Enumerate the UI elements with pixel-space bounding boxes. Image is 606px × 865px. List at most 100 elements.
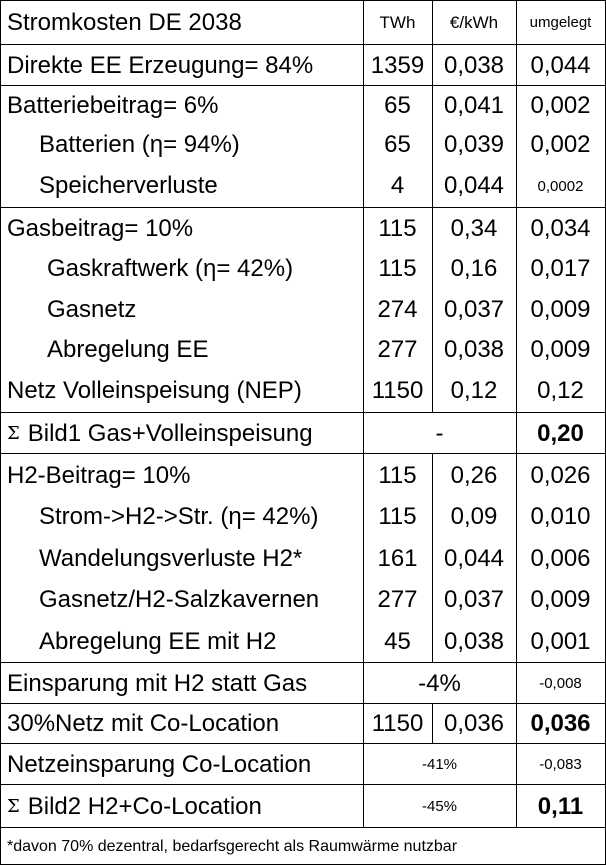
- row-umgelegt: 0,009: [530, 336, 591, 363]
- row-umgelegt: 0,006: [530, 544, 591, 572]
- table-row: Wandelungsverluste H2* 161 0,044 0,006: [1, 538, 605, 579]
- row-label-text: Bild1 Gas+Volleinspeisung: [27, 419, 313, 447]
- row-merged: -4%: [418, 669, 461, 697]
- row-umgelegt: -0,008: [539, 675, 582, 692]
- table-row: Speicherverluste 4 0,044 0,0002: [1, 165, 605, 207]
- row-label: Gasbeitrag= 10%: [7, 215, 194, 242]
- row-umgelegt: 0,11: [537, 792, 584, 820]
- table-row: Einsparung mit H2 statt Gas -4% -0,008: [1, 662, 605, 704]
- table-row: Abregelung EE mit H2 45 0,038 0,001: [1, 621, 605, 662]
- row-umgelegt: 0,002: [530, 131, 591, 158]
- row-label: Netzeinsparung Co-Location: [7, 750, 312, 778]
- row-twh: 65: [384, 92, 411, 119]
- row-eur: 0,12: [450, 377, 498, 404]
- table-row: Batterien (η= 94%) 65 0,039 0,002: [1, 125, 605, 165]
- row-twh: 277: [377, 586, 418, 613]
- row-umgelegt: 0,017: [530, 255, 591, 282]
- row-eur: 0,037: [443, 586, 505, 613]
- row-twh: 115: [378, 215, 417, 242]
- sum-row: Σ Bild1 Gas+Volleinspeisung - 0,20: [1, 412, 605, 454]
- row-umgelegt: 0,001: [530, 627, 591, 655]
- row-umgelegt: 0,036: [530, 710, 591, 737]
- row-twh: 161: [377, 544, 418, 572]
- row-umgelegt: 0,044: [530, 51, 591, 79]
- row-twh: 45: [384, 627, 411, 655]
- row-eur: 0,09: [450, 503, 498, 530]
- row-twh: 115: [378, 503, 417, 530]
- row-label: Gasnetz/H2-Salzkavernen: [39, 586, 320, 613]
- row-umgelegt: 0,010: [530, 503, 591, 530]
- row-umgelegt: 0,009: [530, 586, 591, 613]
- table-row: Netzeinsparung Co-Location -41% -0,083: [1, 743, 605, 785]
- sum-row: Σ Bild2 H2+Co-Location -45% 0,11: [1, 784, 605, 828]
- row-label: 30%Netz mit Co-Location: [7, 710, 280, 737]
- row-eur: 0,039: [443, 131, 505, 158]
- table-row: Gasbeitrag= 10% 115 0,34 0,034: [1, 207, 605, 250]
- row-eur: 0,038: [443, 51, 505, 79]
- table-row: Gaskraftwerk (η= 42%) 115 0,16 0,017: [1, 249, 605, 289]
- row-label: Direkte EE Erzeugung= 84%: [7, 51, 314, 79]
- row-label: Σ Bild2 H2+Co-Location: [1, 785, 363, 828]
- row-label: Einsparung mit H2 statt Gas: [7, 669, 308, 697]
- table-row: 30%Netz mit Co-Location 1150 0,036 0,036: [1, 703, 605, 744]
- row-umgelegt: 0,009: [530, 295, 591, 323]
- row-eur: 0,26: [450, 461, 498, 489]
- row-label: Netz Volleinspeisung (NEP): [7, 377, 302, 404]
- row-twh: 1150: [371, 710, 424, 737]
- table-header: Stromkosten DE 2038 TWh €/kWh umgelegt: [1, 1, 605, 44]
- row-twh: 115: [378, 255, 417, 282]
- row-label: Batteriebeitrag= 6%: [7, 92, 219, 119]
- row-label: Strom->H2->Str. (η= 42%): [39, 503, 319, 530]
- table-title: Stromkosten DE 2038: [7, 8, 242, 36]
- table-row: Gasnetz 274 0,037 0,009: [1, 289, 605, 330]
- row-twh: 4: [390, 172, 405, 199]
- header-umgelegt: umgelegt: [529, 14, 592, 31]
- row-label: H2-Beitrag= 10%: [7, 461, 191, 489]
- table-row: Gasnetz/H2-Salzkavernen 277 0,037 0,009: [1, 579, 605, 621]
- footnote: *davon 70% dezentral, bedarfsgerecht als…: [7, 837, 458, 855]
- row-twh: 115: [378, 461, 417, 489]
- row-twh: 1359: [370, 51, 425, 79]
- row-umgelegt: 0,12: [537, 377, 584, 404]
- row-label: Abregelung EE: [47, 336, 209, 363]
- row-label: Batterien (η= 94%): [39, 131, 240, 158]
- row-label: Wandelungsverluste H2*: [39, 544, 303, 572]
- row-eur: 0,16: [450, 255, 498, 282]
- row-label: Gaskraftwerk (η= 42%): [47, 255, 294, 282]
- row-label: Abregelung EE mit H2: [39, 627, 277, 655]
- row-eur: 0,34: [450, 215, 498, 242]
- row-label-text: Bild2 H2+Co-Location: [27, 792, 262, 820]
- row-umgelegt: 0,20: [537, 419, 584, 447]
- row-twh: 274: [377, 295, 418, 323]
- row-label: Σ Bild1 Gas+Volleinspeisung: [1, 413, 363, 454]
- table-row: Direkte EE Erzeugung= 84% 1359 0,038 0,0…: [1, 44, 605, 86]
- table-row: Batteriebeitrag= 6% 65 0,041 0,002: [1, 85, 605, 126]
- row-umgelegt: 0,026: [530, 461, 591, 489]
- row-eur: 0,036: [443, 710, 505, 737]
- row-eur: 0,037: [443, 295, 505, 323]
- table-row: Netz Volleinspeisung (NEP) 1150 0,12 0,1…: [1, 370, 605, 412]
- row-merged: -41%: [421, 756, 458, 773]
- row-umgelegt: 0,034: [530, 215, 591, 242]
- header-eur-per-kwh: €/kWh: [449, 12, 499, 32]
- row-merged: -: [435, 419, 444, 447]
- row-umgelegt: 0,002: [530, 92, 591, 119]
- row-label: Speicherverluste: [39, 172, 218, 199]
- row-twh: 1150: [371, 377, 424, 404]
- table-row: Abregelung EE 277 0,038 0,009: [1, 330, 605, 370]
- row-eur: 0,044: [443, 544, 505, 572]
- row-twh: 277: [377, 336, 418, 363]
- row-eur: 0,038: [443, 336, 505, 363]
- row-eur: 0,038: [443, 627, 505, 655]
- row-merged: -45%: [421, 798, 458, 815]
- sigma-icon: Σ: [7, 423, 20, 444]
- row-umgelegt: 0,0002: [537, 177, 584, 195]
- row-umgelegt: -0,083: [539, 756, 582, 773]
- sigma-icon: Σ: [7, 796, 20, 817]
- row-eur: 0,041: [443, 92, 505, 119]
- row-twh: 65: [384, 131, 411, 158]
- header-twh: TWh: [379, 12, 416, 32]
- table-row: Strom->H2->Str. (η= 42%) 115 0,09 0,010: [1, 496, 605, 538]
- table-row: H2-Beitrag= 10% 115 0,26 0,026: [1, 453, 605, 497]
